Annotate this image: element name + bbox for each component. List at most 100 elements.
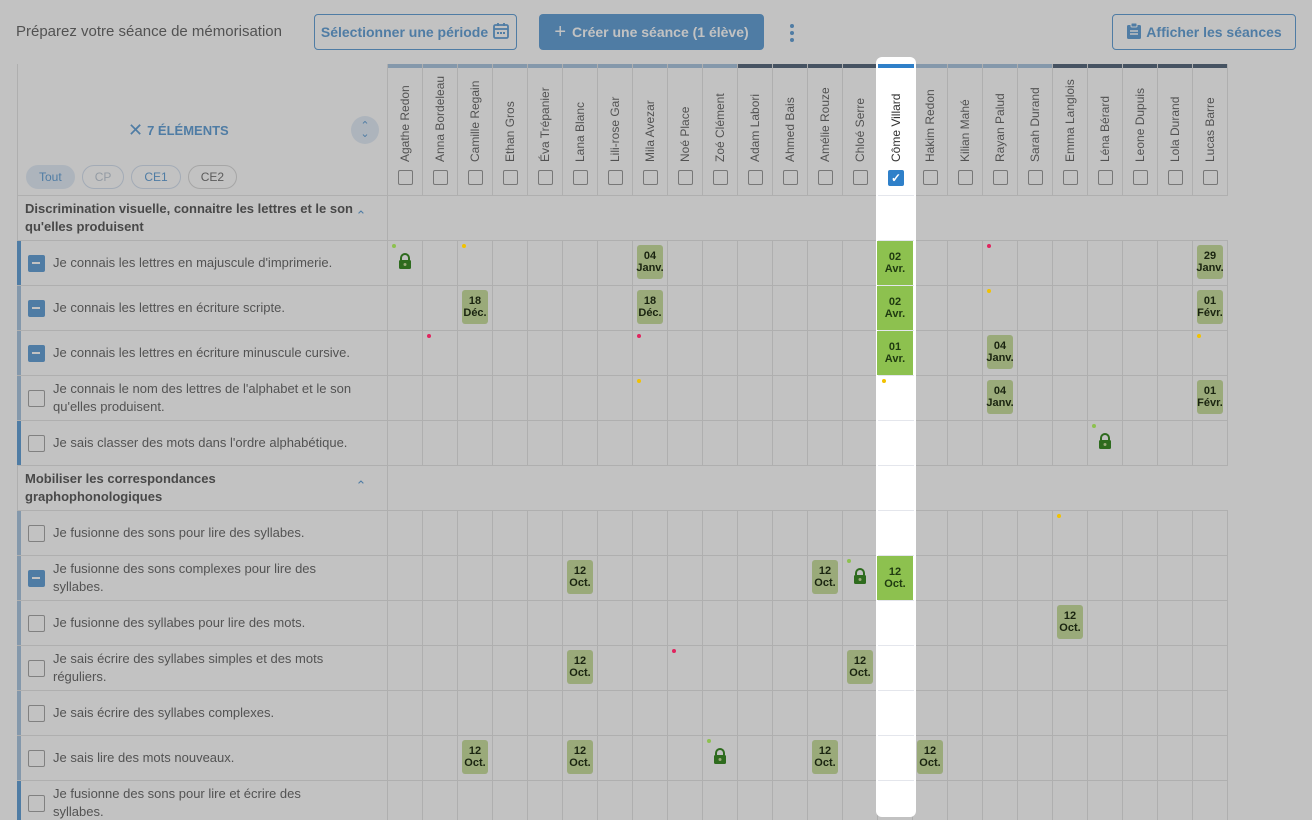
grid-cell[interactable] xyxy=(668,421,703,465)
grid-cell[interactable] xyxy=(773,556,808,600)
grid-cell[interactable] xyxy=(703,691,738,735)
grid-cell[interactable] xyxy=(913,331,948,375)
student-checkbox[interactable] xyxy=(993,170,1008,185)
grid-cell[interactable] xyxy=(703,376,738,420)
grid-cell[interactable] xyxy=(1053,691,1088,735)
grid-cell[interactable] xyxy=(948,736,983,780)
grid-cell[interactable] xyxy=(598,601,633,645)
grid-cell[interactable] xyxy=(948,691,983,735)
more-options-icon[interactable] xyxy=(782,22,802,44)
competency-checkbox[interactable] xyxy=(28,390,45,407)
competency-row[interactable]: Je sais lire des mots nouveaux. xyxy=(17,735,1228,780)
grid-cell[interactable] xyxy=(1158,556,1193,600)
grid-cell[interactable] xyxy=(598,511,633,555)
grid-cell[interactable] xyxy=(633,331,668,375)
grid-cell[interactable] xyxy=(563,556,598,600)
grid-cell[interactable] xyxy=(388,601,423,645)
grid-cell[interactable] xyxy=(668,646,703,690)
session-date-badge[interactable]: 29 Janv. xyxy=(1196,245,1224,279)
grid-cell[interactable] xyxy=(843,511,878,555)
grid-cell[interactable] xyxy=(633,781,668,820)
grid-cell[interactable] xyxy=(773,601,808,645)
grid-cell[interactable] xyxy=(983,781,1018,820)
grid-cell[interactable] xyxy=(1158,241,1193,285)
grid-cell[interactable] xyxy=(983,556,1018,600)
grid-cell[interactable] xyxy=(773,376,808,420)
session-date-badge[interactable]: 01 Févr. xyxy=(1197,380,1223,414)
grid-cell[interactable] xyxy=(1193,691,1228,735)
grid-cell[interactable] xyxy=(983,646,1018,690)
grid-cell[interactable] xyxy=(703,781,738,820)
grid-cell[interactable] xyxy=(1123,736,1158,780)
grid-cell[interactable] xyxy=(493,421,528,465)
grid-cell[interactable] xyxy=(598,781,633,820)
grid-cell[interactable] xyxy=(388,421,423,465)
grid-cell[interactable] xyxy=(598,241,633,285)
collapse-all-button[interactable]: ⌃ ⌄ xyxy=(351,116,379,144)
grid-cell[interactable] xyxy=(948,556,983,600)
grid-cell[interactable] xyxy=(808,241,843,285)
session-date-badge[interactable]: 12 Oct. xyxy=(1057,605,1083,639)
student-checkbox[interactable] xyxy=(818,170,833,185)
student-checkbox[interactable] xyxy=(538,170,553,185)
competency-row[interactable]: Je connais les lettres en majuscule d'im… xyxy=(17,240,1228,285)
session-date-badge[interactable]: 18 Déc. xyxy=(462,290,488,324)
student-checkbox[interactable] xyxy=(853,170,868,185)
filter-cp[interactable]: CP xyxy=(81,165,125,189)
student-checkbox[interactable] xyxy=(713,170,728,185)
competency-checkbox[interactable] xyxy=(28,660,45,677)
grid-cell[interactable] xyxy=(738,286,773,330)
grid-cell[interactable] xyxy=(948,421,983,465)
grid-cell[interactable] xyxy=(703,601,738,645)
session-date-badge[interactable]: 01 Févr. xyxy=(1197,290,1223,324)
competency-row[interactable]: Je fusionne des sons complexes pour lire… xyxy=(17,555,1228,600)
grid-cell[interactable] xyxy=(633,646,668,690)
grid-cell[interactable] xyxy=(808,286,843,330)
competency-row[interactable]: Je fusionne des sons pour lire et écrire… xyxy=(17,780,1228,820)
student-checkbox[interactable] xyxy=(1028,170,1043,185)
grid-cell[interactable] xyxy=(1193,331,1228,375)
grid-cell[interactable] xyxy=(1193,556,1228,600)
grid-cell[interactable] xyxy=(388,511,423,555)
competency-row[interactable]: Je sais écrire des syllabes simples et d… xyxy=(17,645,1228,690)
session-date-badge[interactable]: 01 Avr. xyxy=(877,331,913,375)
student-checkbox[interactable] xyxy=(1168,170,1183,185)
session-date-badge[interactable]: 02 Avr. xyxy=(877,241,913,285)
grid-cell[interactable] xyxy=(738,736,773,780)
competency-checkbox[interactable] xyxy=(28,615,45,632)
grid-cell[interactable] xyxy=(948,511,983,555)
selected-student-checkbox[interactable]: ✓ xyxy=(888,170,904,186)
grid-cell[interactable] xyxy=(388,736,423,780)
student-checkbox[interactable] xyxy=(503,170,518,185)
grid-cell[interactable] xyxy=(668,691,703,735)
grid-cell[interactable] xyxy=(1158,646,1193,690)
grid-cell[interactable] xyxy=(668,331,703,375)
grid-cell[interactable] xyxy=(668,601,703,645)
grid-cell[interactable] xyxy=(773,241,808,285)
grid-cell[interactable] xyxy=(1123,241,1158,285)
grid-cell[interactable] xyxy=(668,241,703,285)
student-checkbox[interactable] xyxy=(398,170,413,185)
grid-cell[interactable] xyxy=(633,376,668,420)
grid-cell[interactable] xyxy=(458,331,493,375)
grid-cell[interactable] xyxy=(388,781,423,820)
grid-cell[interactable] xyxy=(1088,286,1123,330)
clear-selection-button[interactable]: ✕ 7 ÉLÉMENTS xyxy=(128,120,229,141)
grid-cell[interactable] xyxy=(1123,511,1158,555)
grid-cell[interactable] xyxy=(1088,376,1123,420)
grid-cell[interactable] xyxy=(773,646,808,690)
chevron-up-icon[interactable]: ⌃ xyxy=(355,478,367,493)
grid-cell[interactable] xyxy=(423,421,458,465)
grid-cell[interactable] xyxy=(458,511,493,555)
grid-cell[interactable] xyxy=(1018,781,1053,820)
grid-cell[interactable] xyxy=(703,331,738,375)
grid-cell[interactable] xyxy=(1018,511,1053,555)
session-date-badge[interactable]: 12 Oct. xyxy=(812,740,838,774)
grid-cell[interactable] xyxy=(773,691,808,735)
grid-cell[interactable] xyxy=(738,331,773,375)
grid-cell[interactable] xyxy=(1123,691,1158,735)
grid-cell[interactable] xyxy=(598,376,633,420)
grid-cell[interactable] xyxy=(458,556,493,600)
grid-cell[interactable] xyxy=(1088,691,1123,735)
grid-cell[interactable] xyxy=(983,331,1018,375)
